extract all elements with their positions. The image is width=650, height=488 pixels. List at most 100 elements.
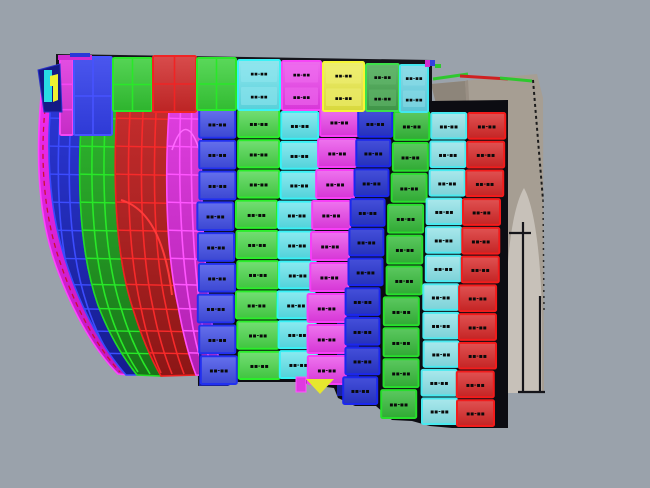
plate[interactable] [197,262,236,293]
plate-label: ▪▪-▪▪ [466,382,485,389]
plate[interactable] [467,112,507,140]
plate-label: ▪▪-▪▪ [249,151,268,158]
plate-label: ▪▪-▪▪ [392,371,411,378]
plate-label: ▪▪-▪▪ [430,380,449,387]
plate[interactable] [198,324,237,355]
plate[interactable] [344,346,381,376]
plate-label: ▪▪-▪▪ [357,240,376,247]
plate[interactable] [196,201,235,232]
plate[interactable] [237,139,281,169]
deck-plate-blue[interactable] [73,56,113,136]
plate[interactable] [198,170,237,201]
deck-plate-yellow[interactable]: ▪▪-▪▪ ▪▪-▪▪ [322,61,365,112]
plate-label: ▪▪-▪▪ [364,151,383,158]
plate[interactable] [457,313,497,341]
deck-plate-cyan-1[interactable]: ▪▪-▪▪ ▪▪-▪▪ [237,59,281,111]
plate-label: ▪▪-▪▪ [396,216,415,223]
bow-corner-cyan [44,70,52,102]
plate-column-magenta: ▪▪-▪▪ ▪▪-▪▪ ▪▪-▪▪ ▪▪-▪▪ ▪▪-▪▪ ▪▪-▪▪ ▪▪-▪▪ ▪▪-▪▪… [306,107,360,385]
plate-label: ▪▪-▪▪ [320,275,339,282]
plate[interactable] [429,140,467,169]
plate-label: ▪▪-▪▪ [247,212,266,219]
plate[interactable] [430,112,468,140]
plate[interactable] [456,399,495,428]
plate-label: ▪▪-▪▪ [326,182,345,189]
plate-label: ▪▪-▪▪ [248,242,267,249]
plate-label: ▪▪-▪▪ [438,180,457,187]
plate[interactable] [387,203,425,234]
plate[interactable] [458,341,498,370]
plate[interactable] [344,316,381,346]
plate-label: ▪▪-▪▪ [468,353,487,360]
plate[interactable] [349,198,386,227]
tiny-blob-green [435,64,441,68]
plate[interactable] [382,296,420,327]
deck-plate-magenta-strip[interactable] [59,58,74,136]
plate-label: ▪▪-▪▪ [468,324,487,331]
plate[interactable] [385,265,423,296]
plate[interactable] [196,293,235,324]
plate[interactable] [237,169,281,199]
magenta-tab-bottom [295,376,307,393]
plate[interactable] [234,199,278,229]
plate-label: ▪▪-▪▪ [374,75,391,81]
plate-label: ▪▪-▪▪ [293,72,310,78]
plate[interactable] [344,287,381,316]
plate-label: ▪▪-▪▪ [477,123,496,130]
plate-label: ▪▪-▪▪ [321,244,340,251]
plate[interactable] [348,227,385,257]
plate-label: ▪▪-▪▪ [250,95,267,101]
plate[interactable] [460,255,500,284]
plate[interactable] [425,226,463,254]
deck-plate-olive[interactable]: ▪▪-▪▪ ▪▪-▪▪ [365,63,400,112]
plate[interactable] [198,139,237,170]
plate[interactable] [461,226,501,255]
deck-plate-row: ▪▪-▪▪▪▪-▪▪▪▪-▪▪▪▪-▪▪▪▪-▪▪▪▪-▪▪▪▪-▪▪▪▪-▪▪… [59,55,429,136]
plate[interactable] [458,284,498,313]
plate[interactable] [382,358,420,389]
plate-label: ▪▪-▪▪ [208,275,227,282]
plate-label: ▪▪-▪▪ [250,363,269,370]
plate[interactable] [280,111,320,140]
plate-label: ▪▪-▪▪ [206,214,225,221]
plate[interactable] [428,169,466,197]
plate[interactable] [342,376,379,405]
plate-label: ▪▪-▪▪ [434,266,453,273]
plate[interactable] [197,232,235,262]
plate[interactable] [347,257,384,287]
plate[interactable] [425,197,463,226]
plate-label: ▪▪-▪▪ [317,337,336,344]
plate-label: ▪▪-▪▪ [392,340,411,347]
top-sliver-blue [70,53,90,57]
plate[interactable] [386,234,424,265]
deck-plate-green-2[interactable] [196,57,237,111]
deck-edge-strip-green-2 [499,76,533,83]
deck-plate-cyan-2[interactable]: ▪▪-▪▪ ▪▪-▪▪ [399,64,429,113]
plate-label: ▪▪-▪▪ [293,95,310,101]
plate[interactable] [353,168,390,198]
deck-plate-green-1[interactable] [112,57,153,112]
plate[interactable] [382,327,420,358]
plate-label: ▪▪-▪▪ [208,183,227,190]
plate-label: ▪▪-▪▪ [434,237,453,244]
plate-label: ▪▪-▪▪ [288,243,307,250]
deck-plate-magenta[interactable]: ▪▪-▪▪ ▪▪-▪▪ [281,60,322,111]
plate[interactable] [355,138,392,168]
top-sliver-magenta [58,55,92,60]
plate-label: ▪▪-▪▪ [389,402,408,409]
plate[interactable] [455,370,495,399]
plate[interactable] [465,169,505,198]
plate[interactable] [466,140,506,169]
plate[interactable] [199,355,238,386]
plate[interactable] [380,389,418,420]
plate-label: ▪▪-▪▪ [335,73,352,79]
plate-label: ▪▪-▪▪ [250,72,267,78]
plate[interactable] [461,198,501,226]
plate[interactable] [390,172,428,203]
plate-label: ▪▪-▪▪ [395,278,414,285]
deck-plate-red[interactable] [152,55,197,113]
plate[interactable] [391,141,429,172]
plate-label: ▪▪-▪▪ [353,329,372,336]
